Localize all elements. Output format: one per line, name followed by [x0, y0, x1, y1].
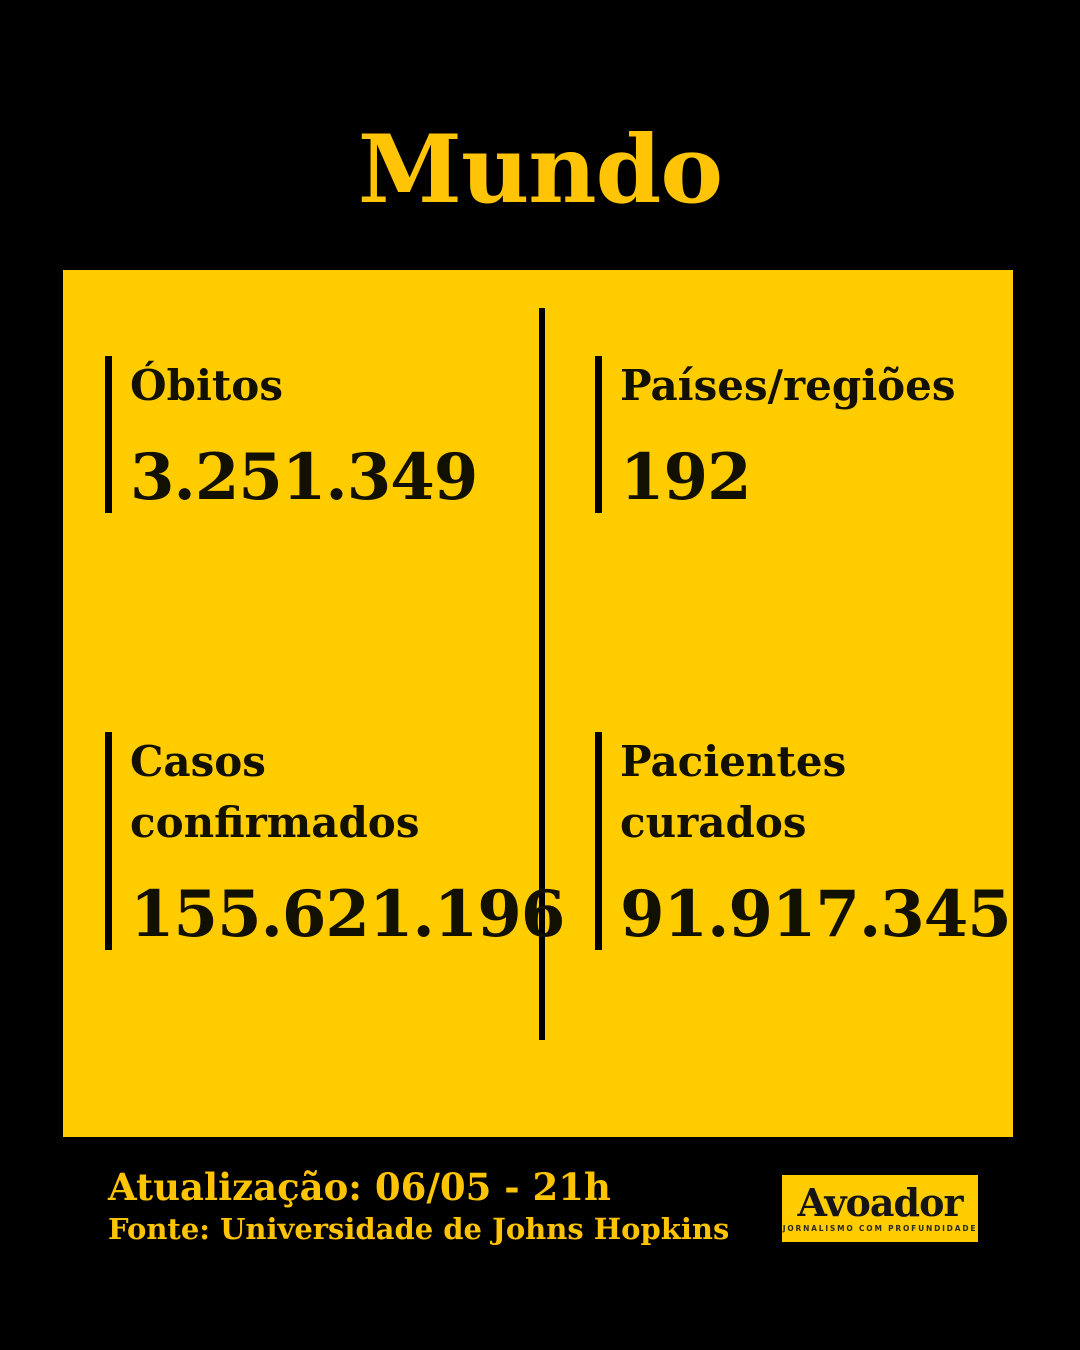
source-attribution: Fonte: Universidade de Johns Hopkins — [108, 1212, 730, 1246]
stat-label: Pacientes curados — [620, 737, 847, 847]
page-title: Mundo — [357, 115, 723, 225]
stat-obitos: Óbitos 3.251.349 — [105, 356, 485, 515]
accent-bar — [105, 732, 112, 951]
stat-label: Óbitos — [130, 361, 283, 410]
stat-value: 192 — [620, 439, 752, 515]
avoador-logo: Avoador JORNALISMO COM PROFUNDIDADE — [782, 1175, 978, 1242]
accent-bar — [105, 356, 112, 514]
stat-content: Países/regiões 192 — [620, 356, 956, 513]
stat-content: Pacientes curados 91.917.345 — [620, 732, 1012, 952]
stat-paises-regioes: Países/regiões 192 — [595, 356, 985, 514]
accent-bar — [595, 732, 602, 951]
update-timestamp: Atualização: 06/05 - 21h — [108, 1165, 611, 1209]
stat-label: Casos confirmados — [130, 737, 420, 847]
stat-pacientes-curados: Pacientes curados 91.917.345 — [595, 732, 1012, 951]
stat-content: Óbitos 3.251.349 — [130, 356, 478, 515]
stat-casos-confirmados: Casos confirmados 155.621.196 — [105, 732, 565, 951]
column-divider — [539, 308, 545, 1040]
stat-value: 91.917.345 — [620, 876, 1012, 952]
stat-label: Países/regiões — [620, 361, 956, 410]
accent-bar — [595, 356, 602, 514]
stat-value: 3.251.349 — [130, 439, 478, 515]
stat-content: Casos confirmados 155.621.196 — [130, 732, 565, 952]
stat-value: 155.621.196 — [130, 876, 565, 952]
stats-card: Óbitos 3.251.349 Países/regiões 192 Caso… — [63, 270, 1013, 1137]
logo-tagline: JORNALISMO COM PROFUNDIDADE — [782, 1224, 978, 1234]
logo-wordmark: Avoador — [797, 1180, 964, 1226]
